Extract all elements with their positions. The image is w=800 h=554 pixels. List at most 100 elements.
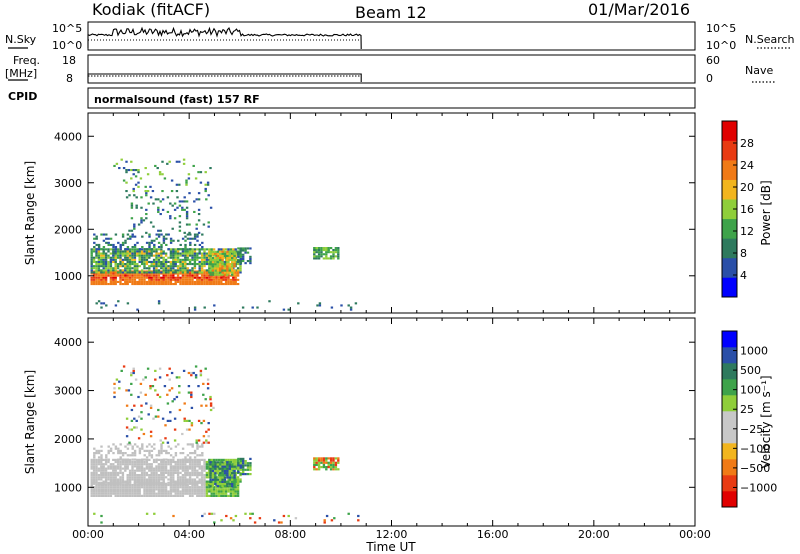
scatter-cell — [167, 280, 170, 283]
scatter-cell — [184, 478, 187, 481]
scatter-cell — [193, 469, 197, 472]
scatter-cell — [116, 272, 120, 275]
scatter-cell — [220, 248, 223, 251]
scatter-cell — [184, 269, 187, 272]
scatter-cell — [119, 482, 122, 485]
scatter-cell — [234, 272, 237, 275]
scatter-cell — [97, 283, 101, 286]
scatter-cell — [214, 463, 217, 466]
scatter-cell — [128, 267, 132, 270]
scatter-cell — [320, 466, 323, 469]
scatter-cell — [114, 250, 117, 253]
scatter-cell — [119, 443, 122, 446]
scatter-cell — [327, 251, 330, 254]
scatter-cell — [183, 417, 186, 420]
scatter-cell — [181, 208, 184, 211]
scatter-cell — [150, 471, 153, 474]
scatter-cell — [205, 404, 208, 407]
scatter-cell — [119, 486, 122, 489]
scatter-cell — [215, 278, 218, 281]
scatter-cell — [138, 452, 142, 455]
scatter-cell — [184, 254, 187, 257]
colorbar-tick-label: 100 — [740, 384, 761, 397]
freq-label-line1: Freq. — [13, 54, 40, 67]
scatter-cell — [104, 476, 108, 479]
scatter-cell — [176, 492, 180, 495]
scatter-cell — [198, 252, 201, 255]
scatter-cell — [184, 458, 187, 461]
scatter-cell — [220, 465, 223, 468]
scatter-cell — [109, 256, 113, 259]
scatter-cell — [211, 259, 215, 262]
scatter-cell — [124, 469, 127, 472]
scatter-cell — [121, 471, 125, 474]
scatter-cell — [133, 478, 137, 481]
scatter-cell — [186, 478, 189, 481]
scatter-cell — [162, 276, 165, 279]
scatter-cell — [232, 280, 235, 283]
scatter-cell — [181, 280, 185, 283]
scatter-cell — [229, 480, 233, 483]
scatter-cell — [206, 378, 210, 381]
scatter-cell — [170, 371, 174, 375]
scatter-cell — [200, 488, 204, 491]
scatter-cell — [164, 437, 167, 440]
scatter-cell — [207, 428, 210, 431]
scatter-cell — [186, 458, 190, 461]
scatter-cell — [198, 283, 201, 286]
scatter-cell — [95, 483, 98, 487]
scatter-cell — [189, 243, 192, 246]
scatter-cell — [140, 404, 143, 407]
scatter-cell — [179, 478, 182, 481]
scatter-cell — [232, 488, 235, 491]
scatter-cell — [124, 250, 127, 253]
scatter-cell — [239, 262, 242, 265]
scatter-cell — [212, 278, 216, 281]
scatter-cell — [198, 490, 201, 493]
scatter-cell — [185, 419, 189, 422]
scatter-cell — [155, 233, 158, 236]
scatter-cell — [160, 280, 163, 283]
scatter-cell — [131, 280, 134, 283]
scatter-cell — [157, 474, 161, 477]
scatter-cell — [100, 280, 103, 283]
scatter-cell — [140, 276, 144, 279]
scatter-cell — [90, 269, 93, 272]
scatter-cell — [197, 419, 201, 422]
scatter-cell — [112, 465, 115, 468]
scatter-cell — [188, 260, 192, 263]
scatter-cell — [168, 378, 171, 381]
scatter-cell — [167, 478, 170, 481]
scatter-cell — [131, 278, 134, 281]
scatter-cell — [193, 200, 196, 203]
scatter-cell — [148, 269, 151, 272]
scatter-cell — [188, 480, 192, 483]
scatter-cell — [174, 460, 177, 464]
scatter-cell — [223, 472, 227, 475]
colorbar-swatch — [722, 331, 737, 348]
scatter-cell — [184, 267, 187, 270]
scatter-cell — [112, 486, 115, 489]
scatter-cell — [136, 252, 139, 255]
scatter-cell — [200, 267, 204, 270]
scatter-cell — [176, 460, 180, 464]
scatter-cell — [325, 459, 328, 462]
scatter-cell — [228, 271, 231, 274]
scatter-cell — [90, 467, 93, 470]
scatter-cell — [160, 460, 163, 464]
scatter-cell — [211, 250, 215, 253]
scatter-cell — [124, 271, 127, 274]
scatter-cell — [156, 393, 159, 396]
scatter-cell — [125, 171, 128, 174]
scatter-cell — [181, 200, 184, 203]
scatter-cell — [148, 469, 151, 472]
scatter-cell — [162, 492, 165, 495]
scatter-cell — [196, 490, 199, 493]
y-tick-label: 2000 — [54, 223, 82, 236]
scatter-cell — [120, 369, 123, 372]
scatter-cell — [220, 494, 223, 497]
nsky-right-tick-top: 10^5 — [706, 22, 736, 35]
scatter-cell — [234, 488, 237, 491]
scatter-cell — [112, 269, 115, 272]
scatter-cell — [95, 248, 98, 251]
